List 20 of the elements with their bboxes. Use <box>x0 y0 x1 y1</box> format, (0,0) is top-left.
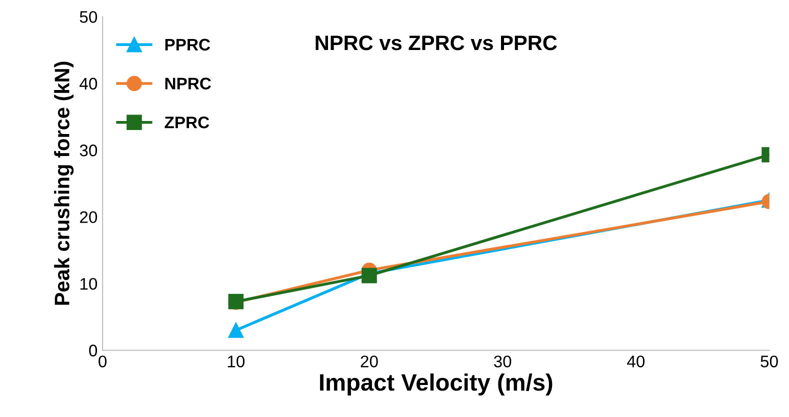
x-tick-label: 50 <box>760 356 778 368</box>
y-tick-label: 30 <box>80 144 98 156</box>
y-tick-label: 50 <box>80 11 98 23</box>
y-tick-label: 40 <box>80 78 98 90</box>
y-axis-title: Peak crushing force (kN) <box>54 62 74 305</box>
y-tick-label: 10 <box>80 278 98 290</box>
x-tick-label: 20 <box>360 356 378 368</box>
point <box>362 268 377 284</box>
x-tick-label: 30 <box>494 356 512 368</box>
legend-label: ZPRC <box>164 116 210 128</box>
point <box>228 322 244 338</box>
x-tick-label: 0 <box>98 356 107 368</box>
x-axis-title: Impact Velocity (m/s) <box>320 373 552 396</box>
x-tick-label: 40 <box>627 356 645 368</box>
legend-label: PPRC <box>165 38 210 51</box>
x-tick-label: 10 <box>228 356 245 368</box>
text: NPRC vs ZPRC vs PPRC <box>316 35 557 50</box>
y-tick-label: 0 <box>89 344 98 356</box>
legend-label: NPRC <box>165 78 212 90</box>
y-tick-label: 20 <box>80 211 98 224</box>
